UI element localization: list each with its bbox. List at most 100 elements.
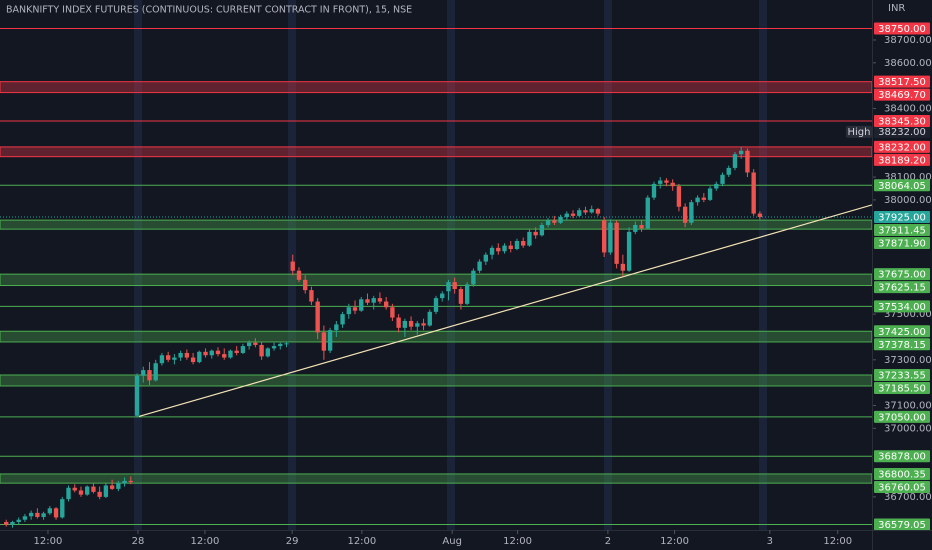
- session-band: [134, 0, 142, 530]
- candle-body: [483, 254, 489, 262]
- candle-body: [739, 150, 744, 155]
- candle-body: [508, 245, 513, 250]
- candle-body: [558, 217, 563, 223]
- candle-body: [720, 174, 725, 184]
- candle-body: [601, 220, 607, 253]
- candle-body: [172, 357, 177, 360]
- x-tick-label: 12:00: [823, 536, 852, 547]
- candle-body: [633, 225, 638, 232]
- high-tag: [846, 125, 872, 138]
- candle-body: [577, 210, 582, 216]
- candle-body: [197, 351, 202, 363]
- price-label-bg: [874, 480, 930, 493]
- candle-body: [334, 324, 339, 331]
- candle-body: [639, 225, 644, 229]
- candle-body: [41, 513, 46, 517]
- candle-body: [253, 342, 258, 345]
- candle-body: [35, 512, 40, 517]
- x-tick-label: 29: [286, 536, 299, 547]
- candle-body: [91, 486, 96, 492]
- y-tick-label: 37100.00: [884, 400, 932, 411]
- candle-body: [433, 298, 439, 312]
- price-label-bg: [874, 338, 930, 351]
- candle-body: [408, 320, 414, 327]
- candle-body: [97, 491, 102, 497]
- price-label-bg: [874, 467, 930, 480]
- candle-body: [458, 288, 464, 304]
- price-label-bg: [874, 22, 930, 35]
- price-label: 38232.00: [878, 142, 926, 153]
- candle-body: [141, 370, 146, 376]
- candle-body: [670, 182, 675, 187]
- price-label: 38345.30: [878, 117, 926, 128]
- candle-body: [228, 350, 233, 358]
- candle-body: [377, 298, 383, 302]
- zone: [0, 219, 872, 230]
- x-tick-label: 3: [767, 536, 773, 547]
- candle-body: [427, 311, 432, 326]
- y-tick-label: 37500.00: [884, 309, 932, 320]
- candle-body: [222, 354, 227, 358]
- candle-body: [521, 241, 526, 246]
- y-tick-label: 38400.00: [884, 104, 932, 115]
- price-label: 38469.70: [878, 90, 926, 101]
- candle-body: [682, 206, 688, 223]
- price-label-bg: [874, 153, 930, 166]
- candle-body: [396, 317, 401, 328]
- candle-body: [321, 332, 327, 351]
- zone: [0, 473, 872, 484]
- candle-body: [184, 352, 190, 358]
- price-label: 36878.00: [878, 452, 926, 463]
- candle-body: [614, 222, 619, 264]
- candle-body: [290, 261, 295, 271]
- candle-body: [165, 355, 171, 360]
- high-tag-text: High: [848, 127, 871, 138]
- chart-title: BANKNIFTY INDEX FUTURES (CONTINUOUS: CUR…: [6, 5, 412, 16]
- candle-body: [471, 270, 476, 285]
- x-tick-label: 12:00: [347, 536, 376, 547]
- price-label-bg: [874, 300, 930, 313]
- candle-body: [390, 307, 395, 318]
- candle-body: [489, 247, 495, 255]
- price-label-bg: [874, 410, 930, 423]
- x-tick-label: 12:00: [503, 536, 532, 547]
- price-label: 37911.45: [878, 226, 926, 237]
- candle-body: [203, 351, 208, 356]
- price-label-bg: [874, 450, 930, 463]
- x-tick-label: 12:00: [660, 536, 689, 547]
- candle-body: [365, 299, 370, 303]
- price-label-bg: [874, 179, 930, 192]
- candle-body: [28, 512, 34, 517]
- candle-body: [278, 343, 283, 347]
- candle-body: [134, 375, 140, 416]
- candle-body: [658, 180, 663, 184]
- price-label-bg: [874, 237, 930, 250]
- price-label-bg: [874, 224, 930, 237]
- candle-body: [60, 499, 65, 518]
- price-label-bg: [874, 211, 930, 224]
- price-axis: 38700.00 38600.00 38400.00 38100.00 38000.00…: [846, 22, 932, 531]
- candle-body: [701, 197, 707, 200]
- price-label: 37925.00: [878, 213, 926, 224]
- candle-body: [464, 284, 470, 304]
- price-label: 36800.35: [878, 469, 926, 480]
- candle-body: [352, 307, 358, 311]
- candle-body: [421, 323, 426, 326]
- session-band: [447, 0, 455, 530]
- candle-body: [284, 343, 289, 345]
- candle-body: [415, 323, 420, 327]
- candle-body: [246, 342, 252, 347]
- high-label-bg: [874, 125, 930, 138]
- candle-body: [346, 307, 351, 315]
- candle-body: [552, 220, 557, 223]
- price-label-bg: [874, 518, 930, 531]
- x-tick-label: 2: [605, 536, 611, 547]
- candle-body: [402, 320, 408, 328]
- candle-body: [265, 348, 271, 357]
- candle-body: [159, 355, 165, 364]
- candle-body: [16, 519, 21, 523]
- y-tick-label: 36700.00: [884, 492, 932, 503]
- plot-area: [0, 28, 872, 528]
- price-label-bg: [874, 88, 930, 101]
